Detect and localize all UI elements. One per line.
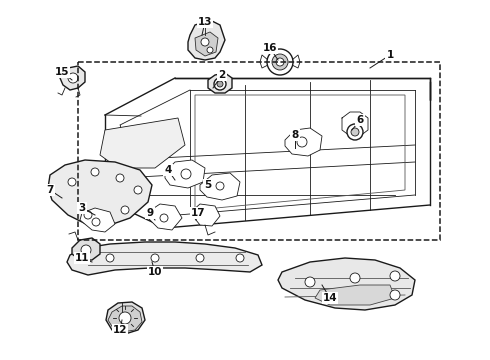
Text: 9: 9 (147, 208, 153, 218)
Polygon shape (285, 128, 322, 156)
Text: 4: 4 (164, 165, 171, 175)
Circle shape (390, 290, 400, 300)
Circle shape (181, 169, 191, 179)
Polygon shape (60, 66, 85, 90)
Circle shape (68, 73, 78, 83)
Circle shape (196, 254, 204, 262)
Circle shape (217, 81, 223, 87)
Polygon shape (67, 242, 262, 275)
Polygon shape (208, 73, 232, 93)
Text: 1: 1 (387, 50, 393, 60)
Circle shape (151, 254, 159, 262)
Polygon shape (108, 306, 142, 332)
Polygon shape (106, 302, 145, 334)
Circle shape (81, 245, 91, 255)
Text: 6: 6 (356, 115, 364, 125)
Polygon shape (148, 204, 182, 230)
Circle shape (216, 182, 224, 190)
Circle shape (276, 58, 284, 66)
Text: 16: 16 (263, 43, 277, 53)
Circle shape (350, 273, 360, 283)
Circle shape (92, 218, 100, 226)
Circle shape (267, 49, 293, 75)
Polygon shape (315, 285, 395, 305)
Polygon shape (72, 238, 100, 260)
Circle shape (236, 254, 244, 262)
Circle shape (160, 214, 168, 222)
Circle shape (68, 178, 76, 186)
Text: 12: 12 (113, 325, 127, 335)
Circle shape (116, 174, 124, 182)
Circle shape (134, 186, 142, 194)
Polygon shape (195, 32, 218, 56)
Circle shape (91, 168, 99, 176)
Text: 10: 10 (148, 267, 162, 277)
Text: 17: 17 (191, 208, 205, 218)
Circle shape (214, 78, 226, 90)
Text: 7: 7 (47, 185, 54, 195)
Circle shape (106, 254, 114, 262)
Bar (78, 62, 440, 240)
Circle shape (119, 312, 131, 324)
Circle shape (351, 128, 359, 136)
Circle shape (272, 54, 288, 70)
Polygon shape (48, 160, 152, 225)
Text: 15: 15 (55, 67, 69, 77)
Circle shape (201, 38, 209, 46)
Polygon shape (100, 118, 185, 168)
Polygon shape (192, 204, 220, 226)
Text: 2: 2 (219, 70, 225, 80)
Text: 11: 11 (75, 253, 89, 263)
Polygon shape (278, 258, 415, 310)
Circle shape (207, 47, 213, 53)
Circle shape (347, 124, 363, 140)
Circle shape (121, 206, 129, 214)
Circle shape (390, 271, 400, 281)
Text: 5: 5 (204, 180, 212, 190)
Text: 13: 13 (198, 17, 212, 27)
Polygon shape (188, 20, 225, 60)
Circle shape (297, 137, 307, 147)
Polygon shape (80, 208, 115, 232)
Text: 8: 8 (292, 130, 298, 140)
Text: 3: 3 (78, 203, 86, 213)
Circle shape (305, 277, 315, 287)
Polygon shape (165, 160, 205, 188)
Text: 14: 14 (323, 293, 337, 303)
Circle shape (84, 211, 92, 219)
Polygon shape (200, 173, 240, 200)
